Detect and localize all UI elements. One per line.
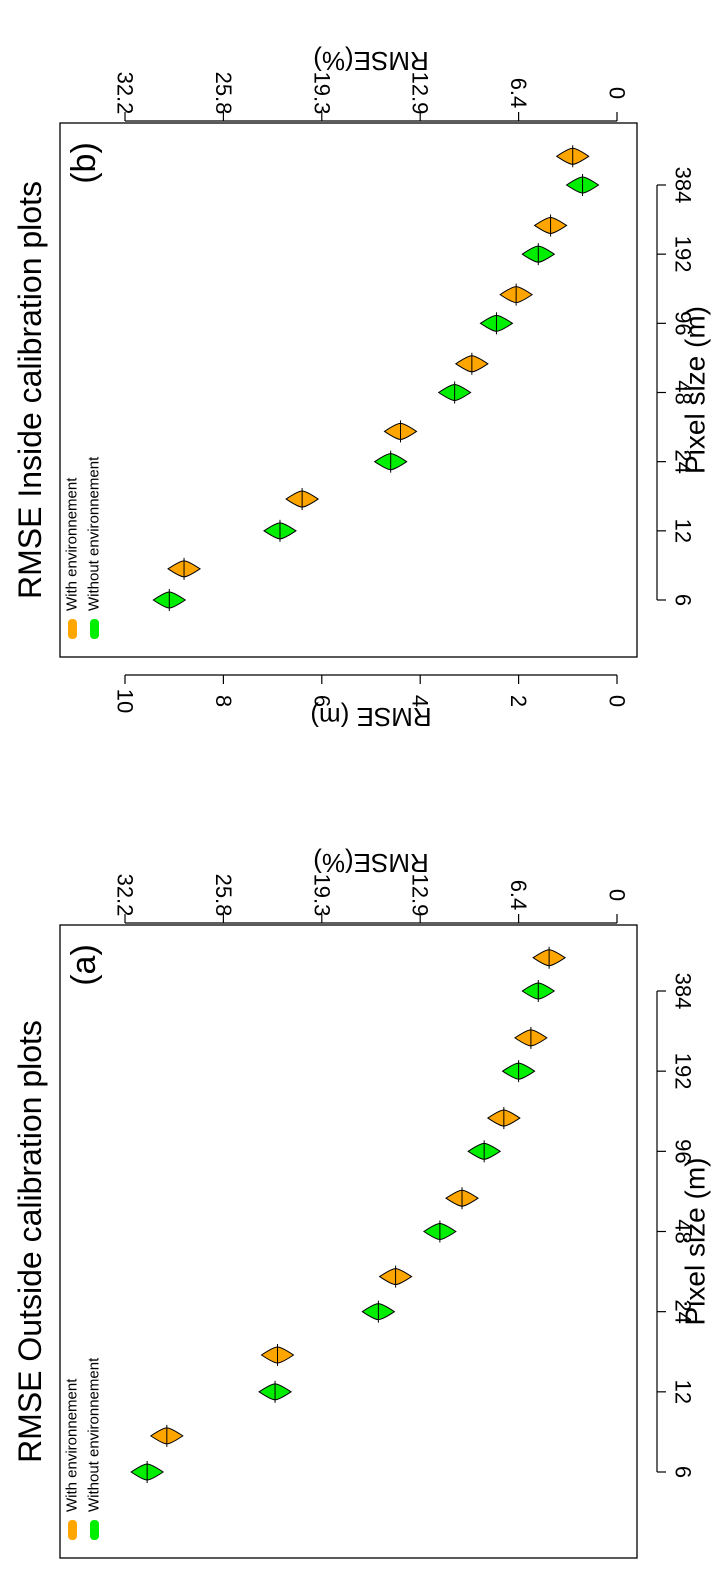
panel-a: 024681006.412.919.325.832.26122448961923… xyxy=(12,848,711,1559)
legend-label: With environnement xyxy=(64,477,81,611)
x-axis-label: Pixel size (m) xyxy=(680,1157,711,1325)
y-tick-label: 0 xyxy=(605,695,630,707)
y2-tick-label: 12.9 xyxy=(408,72,433,115)
x-tick-label: 96 xyxy=(671,1139,696,1163)
x-tick-label: 12 xyxy=(671,519,696,543)
chart-title: RMSE Outside calibration plots xyxy=(12,1020,48,1463)
y2-tick-label: 25.8 xyxy=(211,874,236,917)
y2-axis-label: RMSE(%) xyxy=(313,848,429,878)
legend-swatch-with xyxy=(68,1520,77,1540)
x-tick-label: 192 xyxy=(671,236,696,273)
x-tick-label: 48 xyxy=(671,1219,696,1243)
y-axis-label: RMSE (m) xyxy=(310,702,431,732)
y2-tick-label: 32.2 xyxy=(113,72,138,115)
x-tick-label: 384 xyxy=(671,973,696,1010)
x-tick-label: 48 xyxy=(671,380,696,404)
panel-label: (b) xyxy=(65,142,103,184)
y2-tick-label: 0 xyxy=(605,87,630,99)
plot-frame xyxy=(59,122,638,658)
x-axis-label: Pixel size (m) xyxy=(680,306,711,474)
legend-swatch-without xyxy=(90,619,99,639)
y-tick-label: 8 xyxy=(211,695,236,707)
y2-tick-label: 0 xyxy=(605,889,630,901)
x-tick-label: 384 xyxy=(671,167,696,204)
legend-label: Without environnement xyxy=(86,1357,103,1512)
x-tick-label: 6 xyxy=(671,594,696,606)
x-tick-label: 12 xyxy=(671,1380,696,1404)
legend-label: Without environnement xyxy=(86,456,103,611)
y2-tick-label: 12.9 xyxy=(408,874,433,917)
x-tick-label: 96 xyxy=(671,311,696,335)
x-tick-label: 24 xyxy=(671,449,696,473)
x-tick-label: 24 xyxy=(671,1299,696,1323)
x-tick-label: 6 xyxy=(671,1466,696,1478)
y2-axis-label: RMSE(%) xyxy=(313,46,429,76)
y2-tick-label: 32.2 xyxy=(113,874,138,917)
y2-tick-label: 19.3 xyxy=(309,874,334,917)
y2-tick-label: 6.4 xyxy=(506,78,531,109)
legend-swatch-without xyxy=(90,1520,99,1540)
panel-label: (a) xyxy=(65,944,103,986)
legend-swatch-with xyxy=(68,619,77,639)
y2-tick-label: 25.8 xyxy=(211,72,236,115)
chart-title: RMSE Inside calibration plots xyxy=(12,181,48,599)
panel-b: 024681006.412.919.325.832.26122448961923… xyxy=(12,46,711,732)
y-tick-label: 2 xyxy=(506,695,531,707)
y-tick-label: 6 xyxy=(309,695,334,707)
y2-tick-label: 19.3 xyxy=(309,72,334,115)
y-tick-label: 4 xyxy=(408,695,433,707)
y2-tick-label: 6.4 xyxy=(506,880,531,911)
x-tick-label: 192 xyxy=(671,1053,696,1090)
plot-frame xyxy=(59,924,638,1559)
y-tick-label: 10 xyxy=(113,689,138,713)
legend-label: With environnement xyxy=(64,1378,81,1512)
